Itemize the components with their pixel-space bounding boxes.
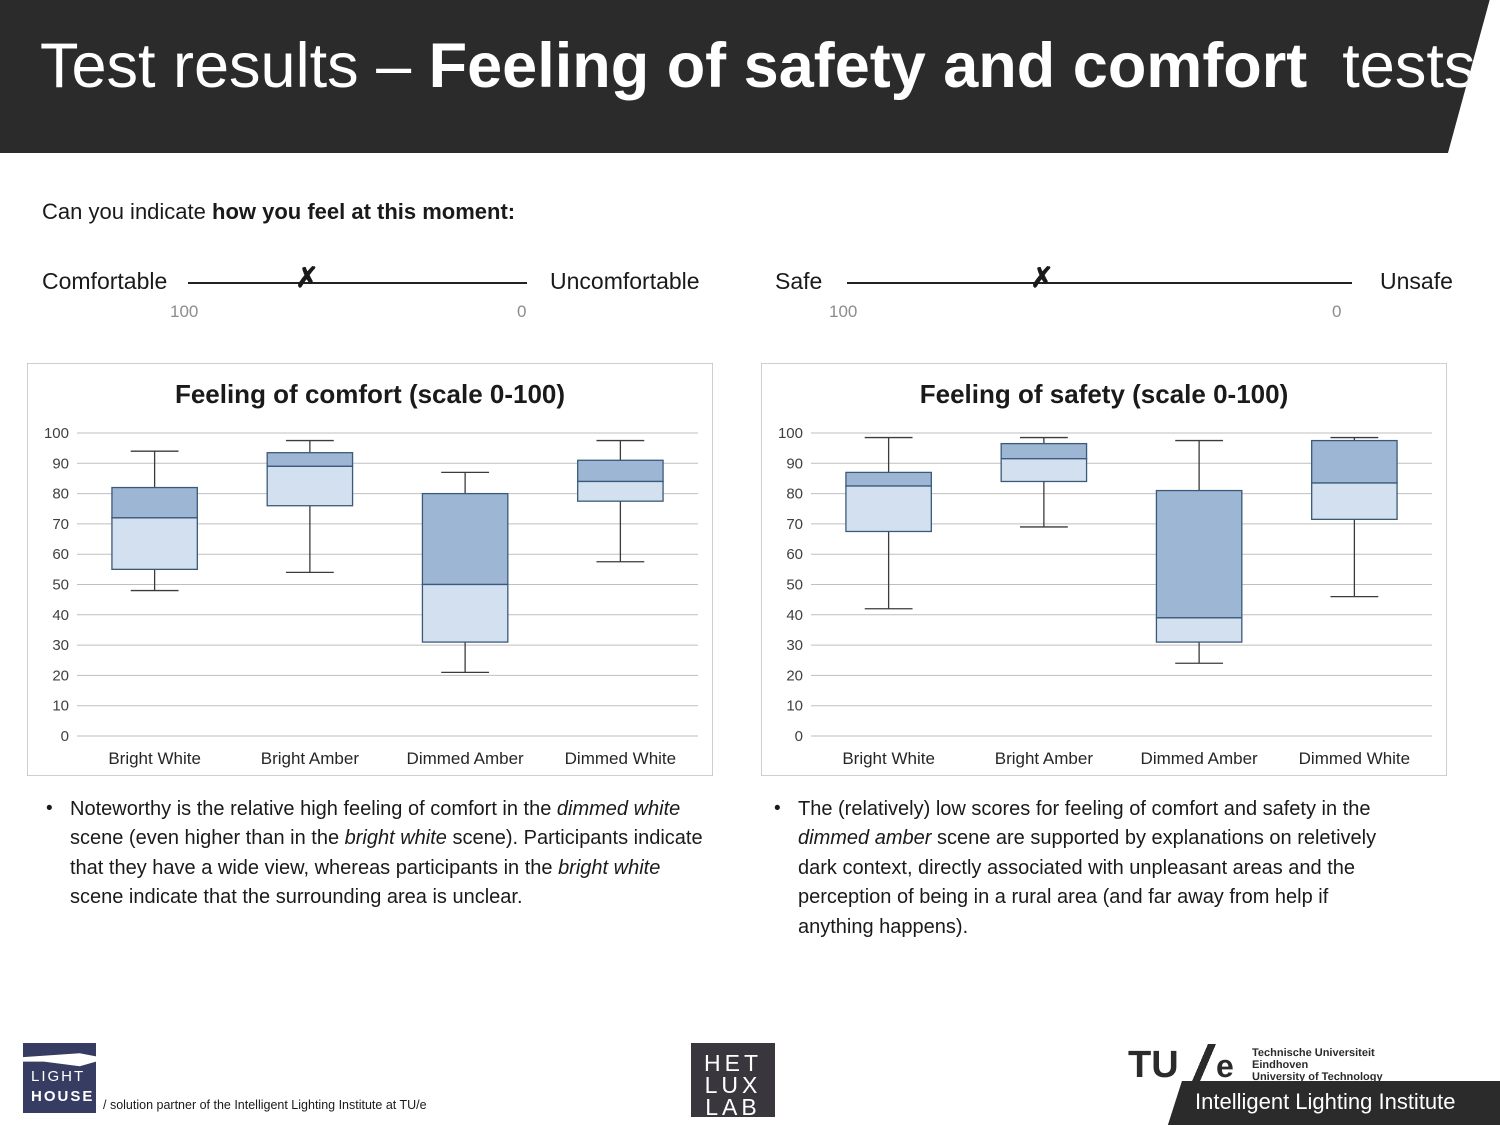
svg-text:50: 50 [786, 577, 803, 594]
svg-text:20: 20 [52, 667, 69, 684]
svg-text:e: e [1216, 1048, 1234, 1084]
svg-text:60: 60 [786, 546, 803, 563]
svg-text:50: 50 [52, 577, 69, 594]
svg-text:Bright Amber: Bright Amber [995, 749, 1094, 768]
svg-text:Bright White: Bright White [108, 749, 201, 768]
svg-text:40: 40 [786, 607, 803, 624]
svg-text:0: 0 [61, 728, 69, 745]
svg-text:10: 10 [786, 698, 803, 715]
svg-text:70: 70 [52, 516, 69, 533]
svg-text:10: 10 [52, 698, 69, 715]
svg-text:Eindhoven: Eindhoven [1252, 1059, 1309, 1071]
svg-text:Feeling of comfort (scale 0-10: Feeling of comfort (scale 0-100) [175, 379, 565, 409]
svg-text:70: 70 [786, 516, 803, 533]
svg-text:0: 0 [795, 728, 803, 745]
svg-text:60: 60 [52, 546, 69, 563]
svg-text:80: 80 [52, 486, 69, 503]
svg-text:Dimmed Amber: Dimmed Amber [407, 749, 524, 768]
svg-text:90: 90 [52, 455, 69, 472]
svg-text:Technische Universiteit: Technische Universiteit [1252, 1047, 1375, 1059]
svg-text:Bright White: Bright White [842, 749, 935, 768]
svg-text:100: 100 [44, 425, 69, 442]
svg-text:Feeling of safety (scale 0-100: Feeling of safety (scale 0-100) [920, 379, 1288, 409]
svg-text:Dimmed Amber: Dimmed Amber [1141, 749, 1258, 768]
svg-text:Dimmed White: Dimmed White [1299, 749, 1410, 768]
svg-text:80: 80 [786, 486, 803, 503]
svg-text:90: 90 [786, 455, 803, 472]
svg-text:TU: TU [1128, 1044, 1179, 1086]
svg-text:100: 100 [778, 425, 803, 442]
svg-text:40: 40 [52, 607, 69, 624]
svg-text:Bright Amber: Bright Amber [261, 749, 360, 768]
svg-text:Dimmed White: Dimmed White [565, 749, 676, 768]
svg-text:20: 20 [786, 667, 803, 684]
svg-text:30: 30 [52, 637, 69, 654]
svg-text:30: 30 [786, 637, 803, 654]
